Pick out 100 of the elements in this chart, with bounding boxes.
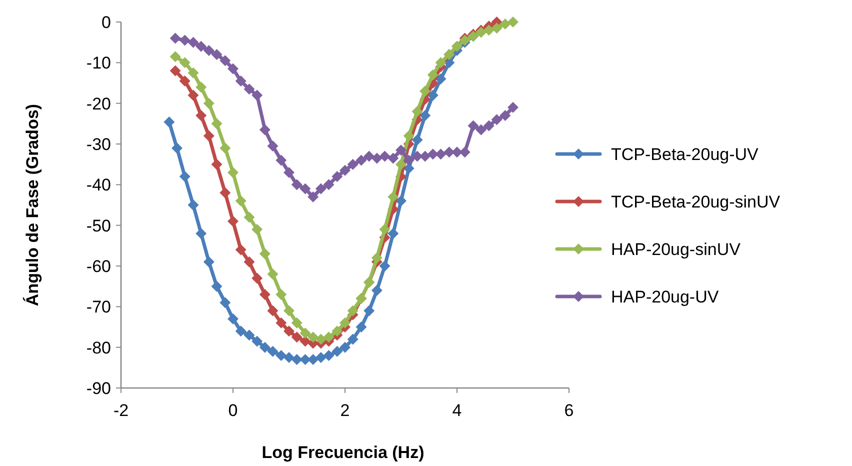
point [476, 124, 487, 136]
point [228, 166, 238, 178]
x-tick-label: 4 [452, 401, 462, 420]
point [196, 110, 207, 122]
point [252, 272, 263, 284]
y-tick-label: -10 [86, 54, 111, 73]
point [491, 22, 502, 34]
point [220, 142, 231, 154]
point [235, 244, 246, 256]
point [300, 328, 311, 339]
point [379, 150, 390, 162]
point [347, 334, 358, 345]
point [179, 34, 190, 46]
point [332, 326, 343, 337]
point [235, 195, 246, 206]
point [508, 16, 518, 28]
point [259, 248, 270, 260]
point [412, 106, 423, 117]
point [284, 166, 294, 178]
point [435, 57, 446, 68]
point [291, 317, 302, 328]
x-axis-title: Log Frecuencia (Hz) [262, 443, 424, 462]
point [203, 98, 214, 109]
y-tick-label: -50 [86, 216, 111, 236]
point [379, 224, 390, 235]
point [500, 18, 511, 30]
point [276, 154, 287, 166]
point [412, 134, 423, 146]
point [364, 305, 375, 316]
point [340, 164, 350, 176]
point [347, 305, 358, 316]
point [211, 118, 222, 130]
point [188, 67, 199, 78]
y-tick-label: -80 [86, 338, 111, 358]
point [315, 352, 326, 363]
point [235, 75, 246, 86]
point [427, 148, 438, 160]
point [188, 200, 199, 210]
point [427, 90, 438, 101]
y-tick-label: -40 [86, 176, 111, 195]
point [315, 183, 326, 194]
point [196, 82, 207, 93]
point [267, 305, 278, 316]
point [179, 75, 190, 86]
point [220, 187, 231, 198]
point [371, 152, 382, 164]
point [284, 326, 294, 337]
point [203, 44, 214, 56]
point [188, 36, 199, 48]
point [468, 120, 479, 132]
point [420, 110, 431, 122]
point [427, 69, 438, 80]
point [291, 332, 302, 343]
point [276, 288, 287, 300]
point [284, 352, 294, 363]
point [267, 140, 278, 152]
point [267, 346, 278, 357]
point [323, 332, 334, 343]
legend-label: HAP-20ug-UV [611, 287, 720, 306]
point [396, 144, 406, 156]
point [371, 284, 382, 296]
point [308, 191, 319, 202]
point [259, 342, 270, 353]
point [388, 228, 399, 239]
y-tick-label: -20 [86, 94, 111, 114]
point [170, 51, 181, 62]
point [403, 162, 414, 174]
point [371, 252, 382, 264]
point [420, 86, 431, 97]
point [508, 102, 518, 113]
point [364, 150, 375, 162]
point [179, 57, 190, 68]
point [179, 171, 190, 182]
point [323, 179, 334, 190]
point [396, 158, 406, 170]
point [284, 305, 294, 316]
point [347, 158, 358, 170]
point [228, 313, 238, 324]
point [220, 297, 231, 308]
point [211, 49, 222, 60]
y-tick-label: -60 [86, 256, 111, 276]
y-tick-label: -70 [86, 298, 111, 317]
legend-label: TCP-Beta-20ug-UV [611, 144, 760, 164]
x-tick-label: 2 [340, 401, 350, 420]
point [300, 183, 311, 194]
point [323, 350, 334, 361]
point [196, 40, 207, 52]
y-tick-label: -30 [86, 134, 111, 154]
point [420, 150, 431, 162]
point [172, 142, 182, 154]
x-tick-label: 6 [564, 401, 574, 420]
point [308, 354, 319, 366]
point [228, 63, 238, 74]
point [403, 154, 414, 166]
point [164, 116, 175, 128]
point [452, 146, 462, 158]
point [340, 342, 350, 353]
point [252, 224, 263, 235]
point [276, 317, 287, 328]
point [308, 332, 319, 343]
